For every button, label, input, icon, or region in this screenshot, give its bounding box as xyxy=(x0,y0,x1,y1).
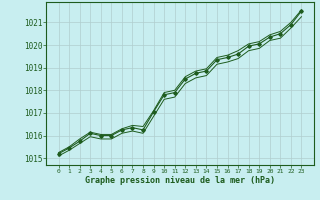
X-axis label: Graphe pression niveau de la mer (hPa): Graphe pression niveau de la mer (hPa) xyxy=(85,176,275,185)
